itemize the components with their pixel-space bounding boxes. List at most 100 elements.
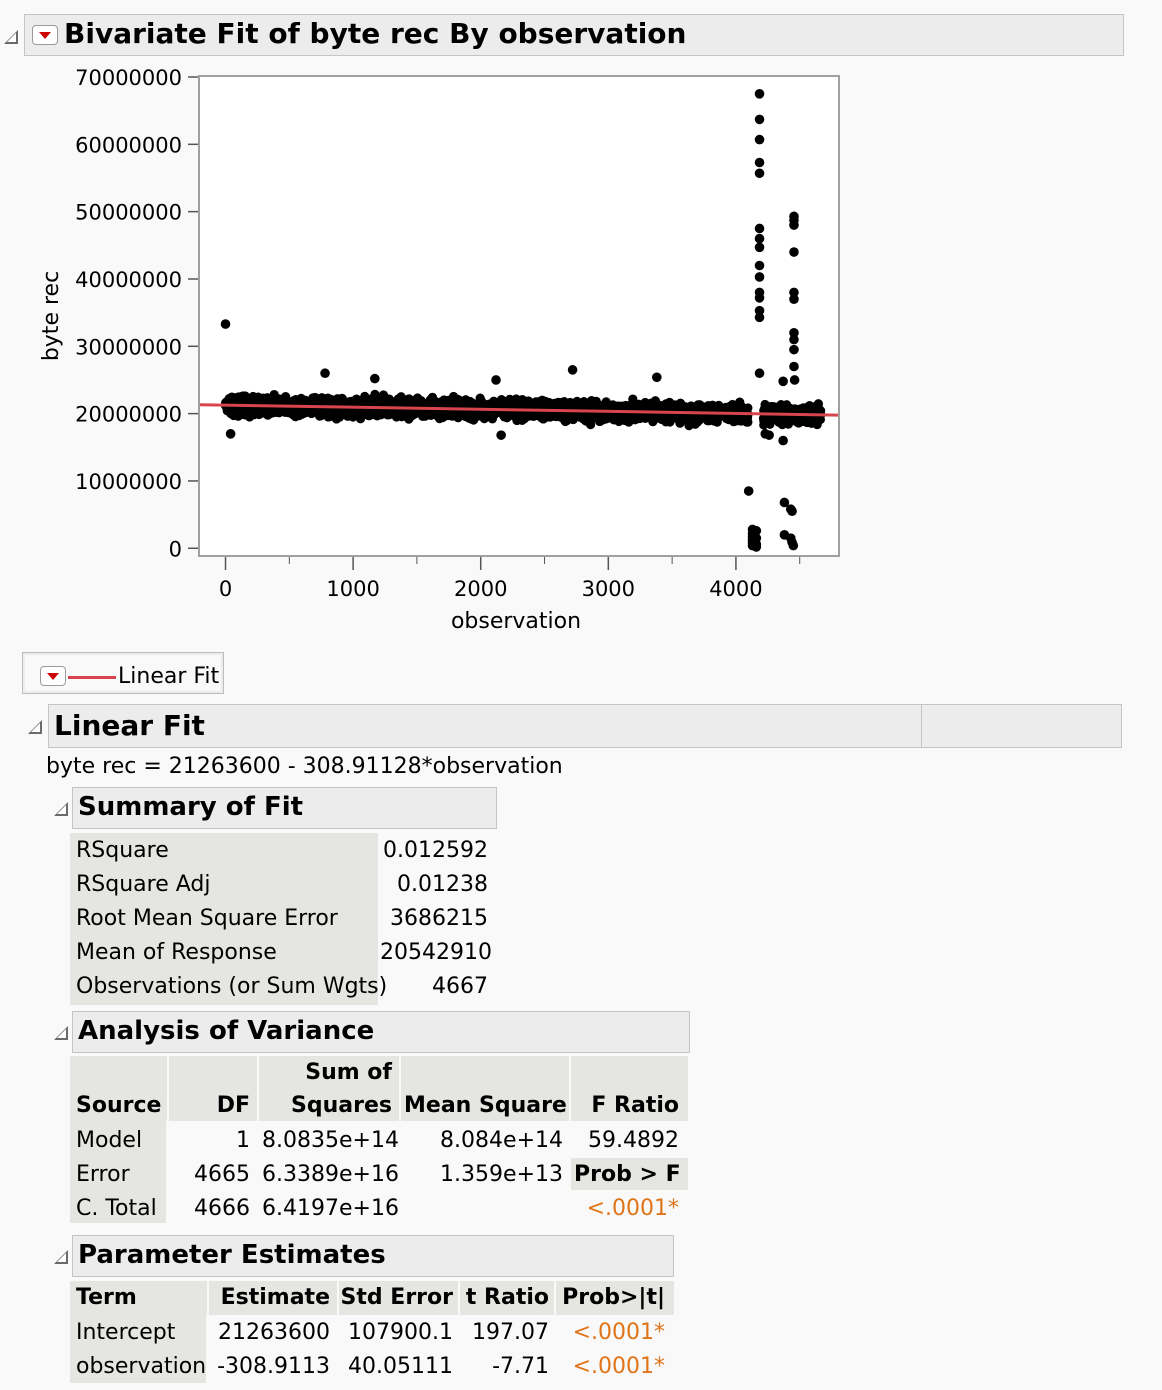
outlier-point — [754, 305, 765, 316]
data-point — [663, 399, 673, 409]
header-divider — [921, 705, 922, 747]
red-triangle-menu-icon[interactable] — [32, 25, 58, 45]
outlier-point — [754, 293, 765, 303]
x-axis: 0 1000 2000 3000 4000 — [219, 557, 801, 601]
outlier-point — [754, 272, 765, 282]
data-point — [798, 411, 808, 421]
scatter-chart: 0 10000000 20000000 30000000 40000000 5000000… — [39, 66, 840, 634]
anova-collapse-icon[interactable] — [54, 1026, 68, 1040]
summary-row-label: Observations (or Sum Wgts) — [76, 974, 388, 999]
data-point — [262, 394, 272, 404]
data-point — [500, 399, 510, 409]
anova-row-df: 4665 — [194, 1162, 250, 1187]
data-point — [229, 395, 239, 405]
params-header-std-error: Std Error — [340, 1285, 453, 1310]
summary-collapse-icon[interactable] — [54, 802, 68, 816]
outlier-point — [754, 114, 765, 125]
anova-prob-f-value: <.0001* — [586, 1196, 679, 1221]
data-point — [265, 408, 275, 419]
summary-label-column — [70, 833, 378, 1005]
data-point — [332, 396, 342, 406]
y-tick-label: 30000000 — [75, 335, 182, 359]
outlier-point — [754, 368, 765, 379]
data-point — [290, 412, 301, 422]
anova-row-ms: 1.359e+13 — [440, 1162, 563, 1187]
outlier-point — [788, 540, 799, 551]
y-axis: 0 10000000 20000000 30000000 40000000 5000000… — [75, 66, 198, 561]
plot-area — [199, 89, 839, 552]
linear-fit-header — [48, 704, 1122, 748]
outlier-point — [751, 525, 762, 536]
data-point — [695, 400, 705, 410]
linear-fit-collapse-icon[interactable] — [28, 720, 42, 734]
data-point — [448, 391, 459, 402]
outlier-point — [491, 375, 501, 385]
anova-header-ss-bottom: Squares — [291, 1093, 392, 1118]
data-point — [565, 397, 575, 408]
anova-header-ms: Mean Square — [404, 1093, 567, 1118]
data-point — [676, 399, 686, 410]
anova-header-ss-top: Sum of — [305, 1060, 392, 1085]
data-point — [522, 410, 532, 420]
anova-header-df: DF — [216, 1093, 250, 1118]
y-tick-label: 10000000 — [75, 470, 182, 494]
summary-header — [72, 787, 497, 829]
summary-row-value: 0.01238 — [397, 872, 488, 897]
outlier-point — [754, 134, 765, 145]
anova-row-source: C. Total — [76, 1196, 157, 1221]
col-divider — [569, 1056, 571, 1121]
anova-row-df: 4666 — [194, 1196, 250, 1221]
outlier-point — [789, 344, 799, 355]
summary-row-label: Mean of Response — [76, 940, 277, 965]
params-row-std-error: 107900.1 — [348, 1320, 453, 1345]
prob-f-cell-bg — [571, 1158, 688, 1190]
outlier-point — [320, 368, 330, 379]
summary-row-value: 0.012592 — [383, 838, 488, 863]
summary-row-value: 4667 — [432, 974, 488, 999]
data-point — [499, 411, 510, 421]
legend-label: Linear Fit — [118, 664, 220, 689]
data-point — [517, 395, 527, 405]
data-point — [269, 389, 279, 400]
params-row-term: observation — [76, 1354, 207, 1379]
params-collapse-icon[interactable] — [54, 1250, 68, 1264]
legend-red-triangle-icon[interactable] — [40, 666, 66, 686]
x-axis-label: observation — [451, 609, 581, 634]
anova-row-ss: 8.0835e+14 — [262, 1128, 399, 1153]
anova-row-source: Error — [76, 1162, 130, 1187]
outlier-point — [754, 260, 765, 271]
outlier-point — [754, 312, 765, 323]
collapse-triangle-icon[interactable] — [4, 30, 18, 44]
outlier-point — [789, 294, 799, 304]
anova-header-f: F Ratio — [591, 1093, 679, 1118]
outlier-point — [787, 506, 797, 517]
outlier-point — [751, 542, 762, 552]
params-row-estimate: 21263600 — [218, 1320, 330, 1345]
outlier-point — [764, 430, 774, 440]
outlier-point — [754, 89, 765, 99]
summary-row-label: RSquare — [76, 838, 169, 863]
anova-source-column — [70, 1121, 166, 1223]
data-point — [487, 414, 497, 424]
y-tick-label: 60000000 — [75, 133, 182, 157]
outlier-point — [789, 375, 800, 385]
data-point — [812, 404, 823, 415]
params-header-term: Term — [76, 1285, 137, 1310]
data-point — [433, 409, 443, 419]
x-tick-label: 3000 — [582, 577, 635, 601]
params-row-estimate: -308.9113 — [217, 1354, 330, 1379]
anova-title: Analysis of Variance — [78, 1016, 375, 1046]
col-divider — [207, 1281, 209, 1315]
outlier-point — [754, 157, 765, 168]
data-point — [651, 398, 661, 408]
anova-row-ss: 6.4197e+16 — [262, 1196, 399, 1221]
outlier-point — [789, 328, 799, 338]
data-point — [703, 416, 713, 426]
linear-fit-title: Linear Fit — [54, 709, 205, 742]
anova-row-ms: 8.084e+14 — [440, 1128, 563, 1153]
outlier-point — [370, 373, 380, 384]
outlier-point — [220, 319, 231, 329]
data-point — [549, 411, 559, 421]
anova-row-f: 59.4892 — [588, 1128, 679, 1153]
anova-row-f: Prob > F — [574, 1162, 681, 1187]
